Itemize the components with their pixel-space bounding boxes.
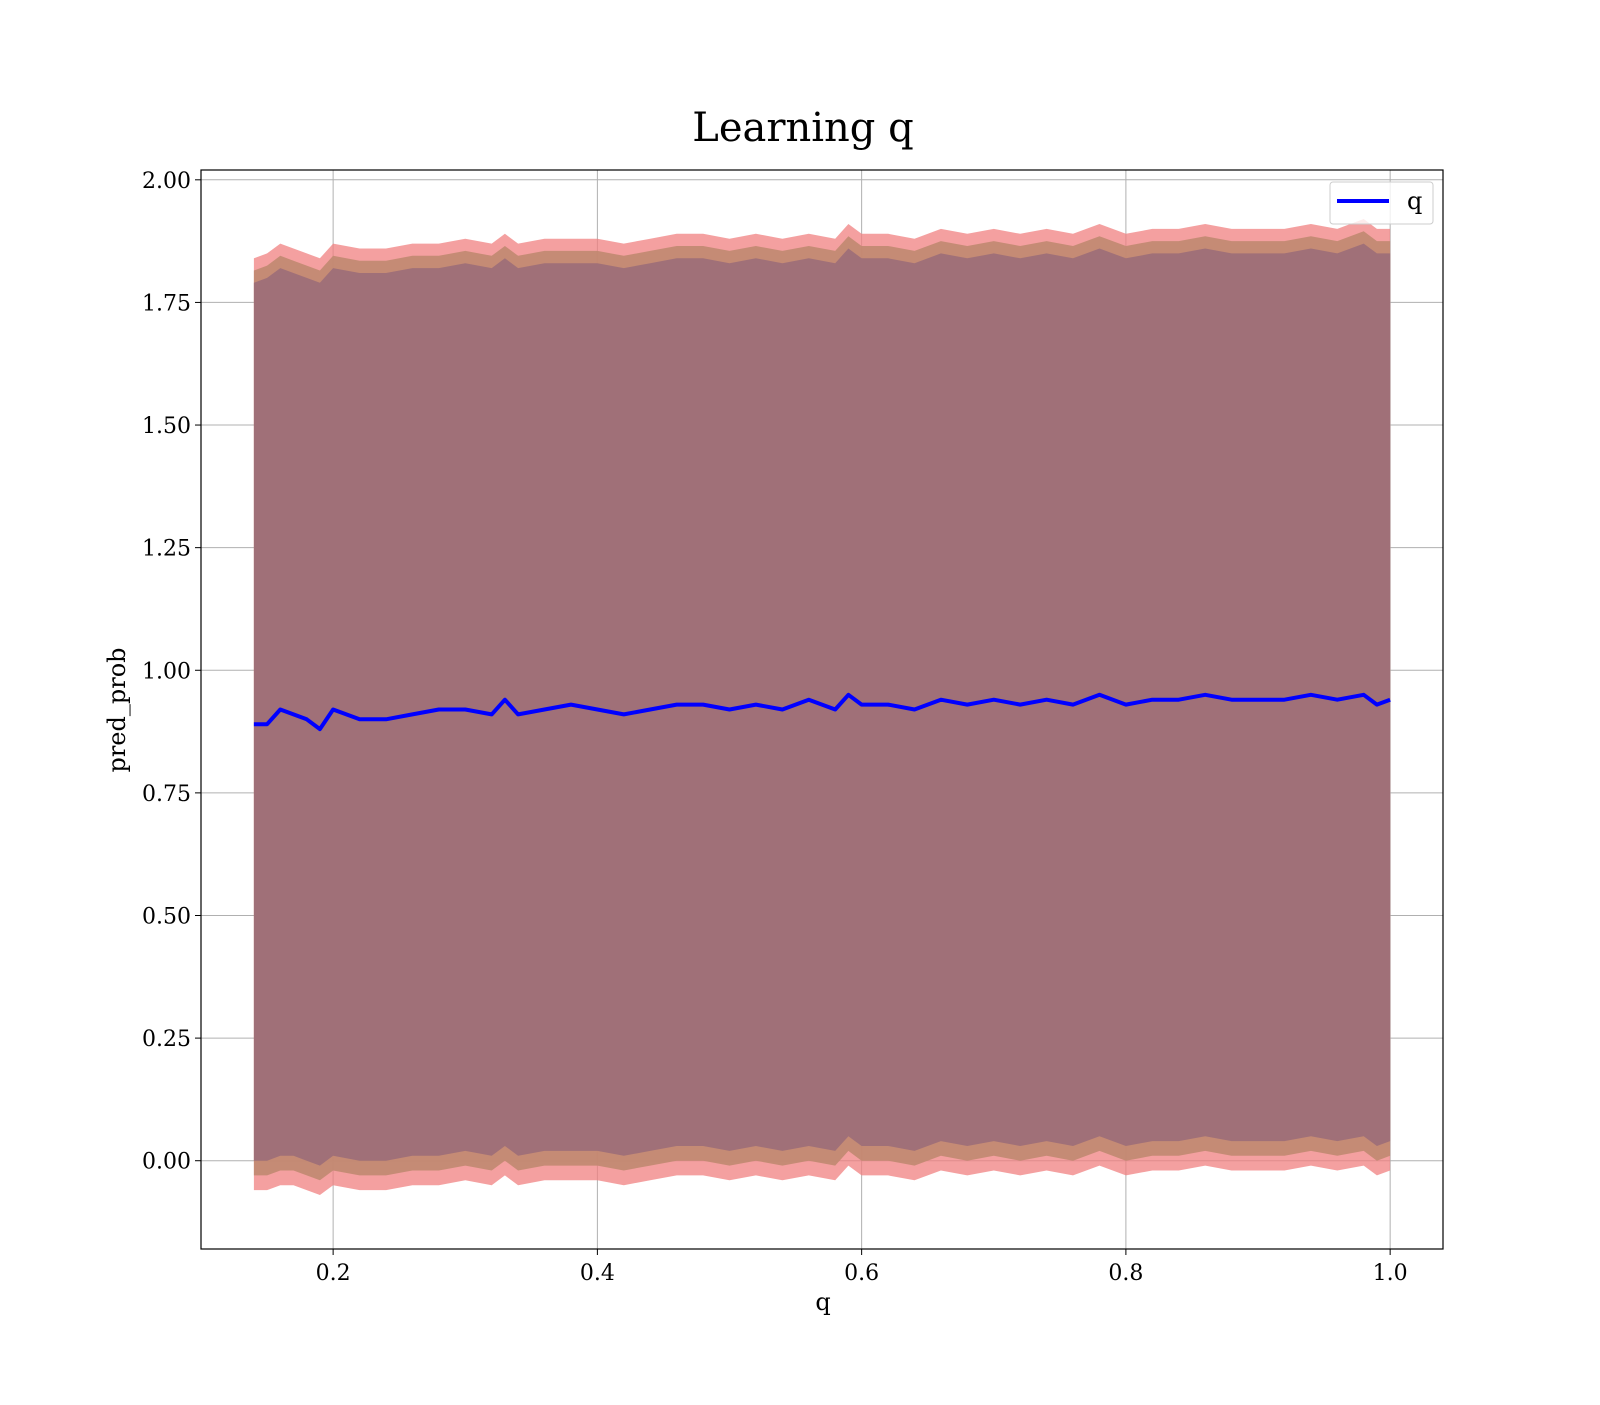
y-tick-label: 1.25 [142,537,191,562]
legend-label-q: q [1407,187,1422,215]
y-axis-title: pred_prob [103,647,131,772]
y-tick-label: 0.75 [142,782,191,807]
x-tick-label: 0.2 [316,1261,351,1286]
y-tick-label: 1.00 [142,659,191,684]
y-tick-label: 0.00 [142,1150,191,1175]
axes-frame [200,169,1444,1250]
x-tick-label: 0.8 [1108,1261,1143,1286]
y-tick-label: 1.50 [142,414,191,439]
legend: q [1329,181,1434,225]
y-tick-label: 0.50 [142,904,191,929]
y-tick-label: 2.00 [142,169,191,194]
y-tick-label: 1.75 [142,291,191,316]
plot-area: 0.2 0.4 0.6 0.8 1.0 0.00 0.25 0.50 0.75 1.00 1.25 1… [142,169,1444,1286]
series-line-q [253,692,1391,732]
x-tick-label: 1.0 [1373,1261,1408,1286]
chart-title: Learning q [692,105,913,151]
x-axis-title: q [815,1288,830,1316]
x-tick-label: 0.4 [580,1261,615,1286]
x-tick-label: 0.6 [844,1261,879,1286]
y-tick-label: 0.25 [142,1027,191,1052]
